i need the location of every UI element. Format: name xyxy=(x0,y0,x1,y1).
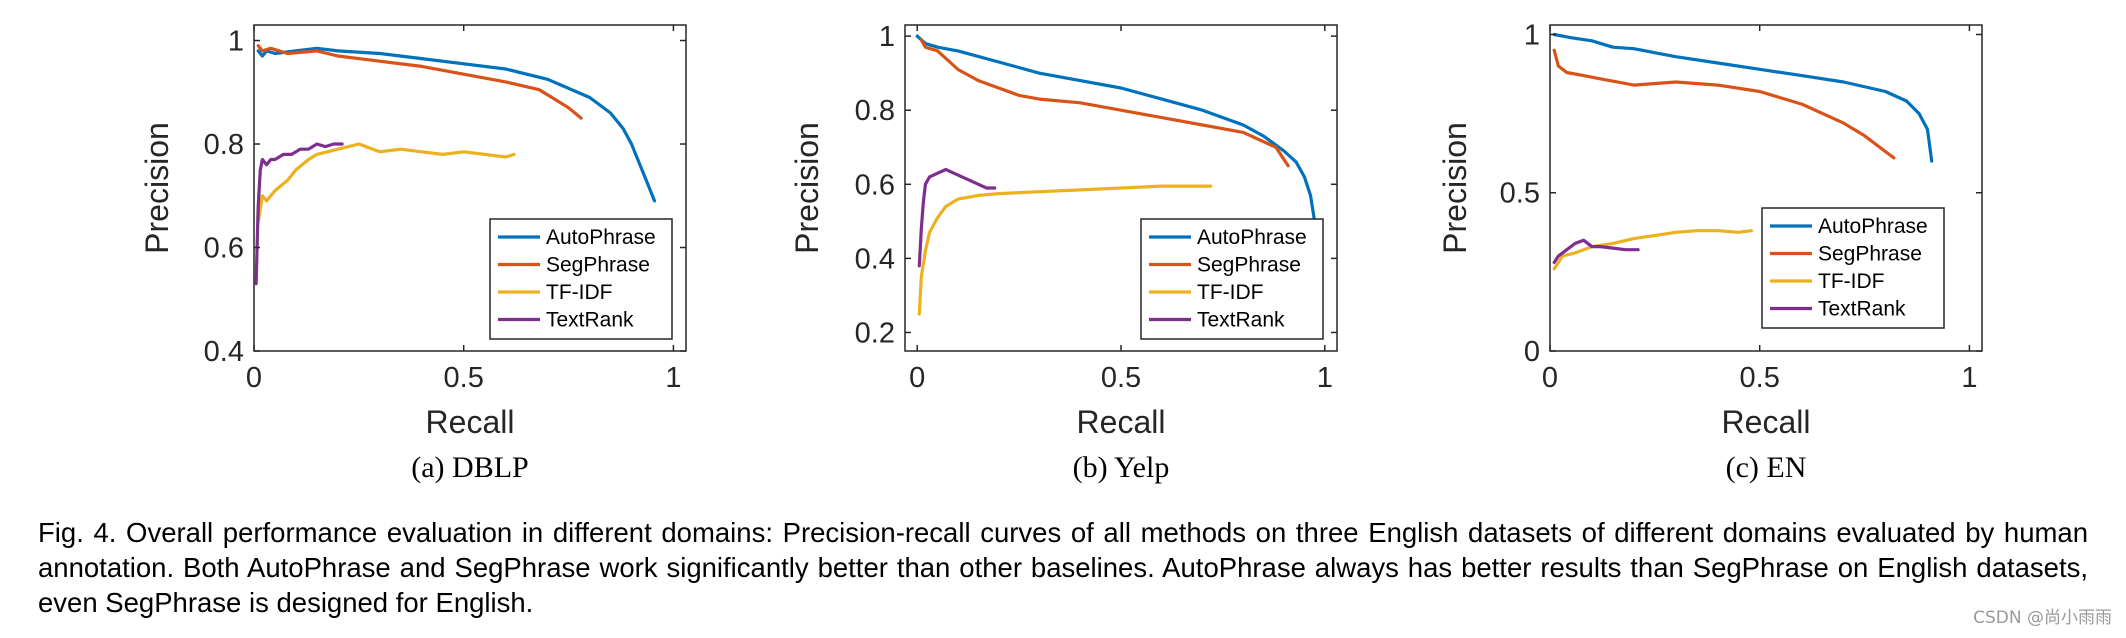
subfigure-label: (b) Yelp xyxy=(1073,451,1170,484)
legend-entry: AutoPhrase xyxy=(546,226,656,249)
legend-entry: SegPhrase xyxy=(546,254,650,277)
watermark: CSDN @尚小雨雨 xyxy=(1973,608,2112,628)
series-line-autophrase xyxy=(256,46,657,203)
chart-2: 0 0.5 1 0 0.5 1 Recall Precision (c) EN AutoPhras… xyxy=(1437,19,1983,484)
series-line-textrank xyxy=(254,142,344,286)
y-axis-label: Precision xyxy=(789,122,825,254)
y-tick-label: 1 xyxy=(228,26,244,58)
chart-0: 0 0.5 1 0.4 0.6 0.8 1 Recall Precision (a) DBLP Au… xyxy=(139,24,687,484)
y-tick-label: 0.4 xyxy=(204,336,244,368)
charts-figure: 0 0.5 1 0.4 0.6 0.8 1 Recall Precision (a) DBLP Au… xyxy=(139,19,1983,484)
series-line-textrank xyxy=(917,167,997,268)
axes-box xyxy=(1549,24,1983,352)
y-tick-label: 1 xyxy=(879,21,895,53)
legend-entry: TextRank xyxy=(1197,309,1285,332)
y-tick-label: 0.6 xyxy=(204,233,244,265)
legend-entry: TF-IDF xyxy=(546,281,612,304)
x-tick-label: 0 xyxy=(1542,362,1558,394)
x-axis-label: Recall xyxy=(1722,404,1811,440)
x-tick-label: 1 xyxy=(665,362,681,394)
series-line-segphrase xyxy=(919,38,1290,168)
series-line-segphrase xyxy=(256,44,583,120)
x-tick-label: 0.5 xyxy=(1740,362,1780,394)
x-tick-label: 0.5 xyxy=(1101,362,1141,394)
legend-entry: TextRank xyxy=(546,309,634,332)
series-line-autophrase xyxy=(915,34,1317,223)
legend: AutoPhrase SegPhrase TF-IDF TextRank xyxy=(489,218,673,340)
series-line-autophrase xyxy=(1552,32,1934,163)
legend-entry: SegPhrase xyxy=(1818,243,1922,266)
x-axis-label: Recall xyxy=(1077,404,1166,440)
x-tick-label: 0 xyxy=(909,362,925,394)
y-tick-label: 0.4 xyxy=(855,243,895,275)
y-tick-label: 0.6 xyxy=(855,169,895,201)
y-tick-label: 0.8 xyxy=(204,129,244,161)
series-line-tf-idf xyxy=(256,142,516,224)
y-tick-label: 0 xyxy=(1524,336,1540,368)
x-tick-label: 1 xyxy=(1961,362,1977,394)
chart-1: 0 0.5 1 0.2 0.4 0.6 0.8 1 Recall Precision (b) Yel… xyxy=(789,21,1338,484)
x-axis-label: Recall xyxy=(426,404,515,440)
series-line-textrank xyxy=(1552,238,1640,264)
subfigure-label: (c) EN xyxy=(1726,451,1807,484)
series-line-tf-idf xyxy=(1552,229,1753,271)
series-line-segphrase xyxy=(1552,48,1896,160)
legend-entry: AutoPhrase xyxy=(1818,215,1928,238)
series-line-tf-idf xyxy=(917,184,1213,316)
y-axis-label: Precision xyxy=(1437,122,1473,254)
x-tick-label: 1 xyxy=(1317,362,1333,394)
legend: AutoPhrase SegPhrase TF-IDF TextRank xyxy=(1761,207,1945,329)
legend-entry: TF-IDF xyxy=(1197,281,1263,304)
y-tick-label: 0.2 xyxy=(855,317,895,349)
subfigure-label: (a) DBLP xyxy=(411,451,528,484)
x-tick-label: 0 xyxy=(246,362,262,394)
legend-entry: TextRank xyxy=(1818,298,1906,321)
legend-entry: SegPhrase xyxy=(1197,254,1301,277)
y-tick-label: 1 xyxy=(1524,19,1540,51)
legend-entry: AutoPhrase xyxy=(1197,226,1307,249)
axes-box xyxy=(253,24,687,352)
x-tick-label: 0.5 xyxy=(444,362,484,394)
y-tick-label: 0.5 xyxy=(1500,178,1540,210)
legend: AutoPhrase SegPhrase TF-IDF TextRank xyxy=(1140,218,1324,340)
figure-caption: Fig. 4. Overall performance evaluation i… xyxy=(38,517,2088,618)
y-axis-label: Precision xyxy=(139,122,175,254)
legend-entry: TF-IDF xyxy=(1818,270,1884,293)
y-tick-label: 0.8 xyxy=(855,95,895,127)
